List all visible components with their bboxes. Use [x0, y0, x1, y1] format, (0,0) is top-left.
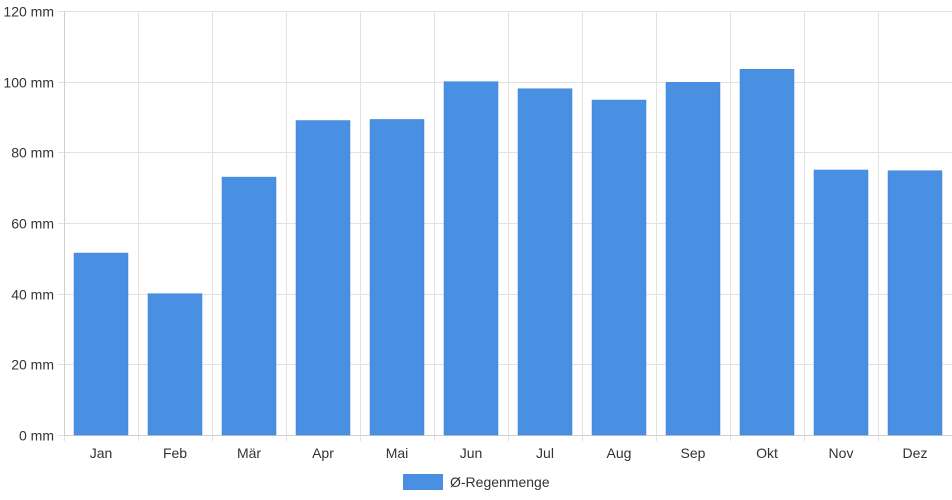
legend-label: Ø-Regenmenge [450, 474, 550, 490]
bar-apr[interactable] [295, 120, 351, 436]
y-axis: 0 mm 20 mm 40 mm 60 mm 80 mm 100 mm 120 mm [3, 4, 54, 444]
x-tick-label: Jun [460, 445, 483, 461]
bar-jan[interactable] [73, 252, 129, 436]
bar-dez[interactable] [887, 170, 943, 436]
x-tick-label: Mär [237, 445, 261, 461]
y-tick-label: 40 mm [11, 287, 54, 303]
y-tick-label: 100 mm [3, 75, 54, 91]
bar-mai[interactable] [369, 119, 425, 436]
bar-okt[interactable] [739, 69, 795, 436]
x-tick-label: Jan [90, 445, 113, 461]
x-tick-label: Nov [829, 445, 854, 461]
y-tick-label: 0 mm [19, 428, 54, 444]
bar-aug[interactable] [591, 99, 647, 436]
x-tick-label: Apr [312, 445, 334, 461]
x-tick-label: Sep [681, 445, 706, 461]
grid-lines [58, 11, 952, 441]
legend-swatch [403, 474, 443, 490]
x-axis: Jan Feb Mär Apr Mai Jun Jul Aug Sep Okt Nov Dez [90, 445, 928, 461]
y-tick-label: 20 mm [11, 357, 54, 373]
bar-sep[interactable] [665, 82, 721, 436]
bar-feb[interactable] [147, 293, 203, 436]
x-tick-label: Okt [756, 445, 778, 461]
y-tick-label: 80 mm [11, 145, 54, 161]
bar-series [73, 69, 943, 436]
bar-nov[interactable] [813, 169, 869, 436]
x-tick-label: Aug [607, 445, 632, 461]
x-tick-label: Dez [903, 445, 928, 461]
x-tick-label: Jul [536, 445, 554, 461]
y-tick-label: 60 mm [11, 216, 54, 232]
bar-jun[interactable] [443, 81, 499, 436]
bar-mär[interactable] [221, 176, 277, 436]
x-tick-label: Mai [386, 445, 409, 461]
legend[interactable]: Ø-Regenmenge [403, 474, 550, 490]
x-tick-label: Feb [163, 445, 187, 461]
y-tick-label: 120 mm [3, 4, 54, 20]
bar-jul[interactable] [517, 88, 573, 436]
